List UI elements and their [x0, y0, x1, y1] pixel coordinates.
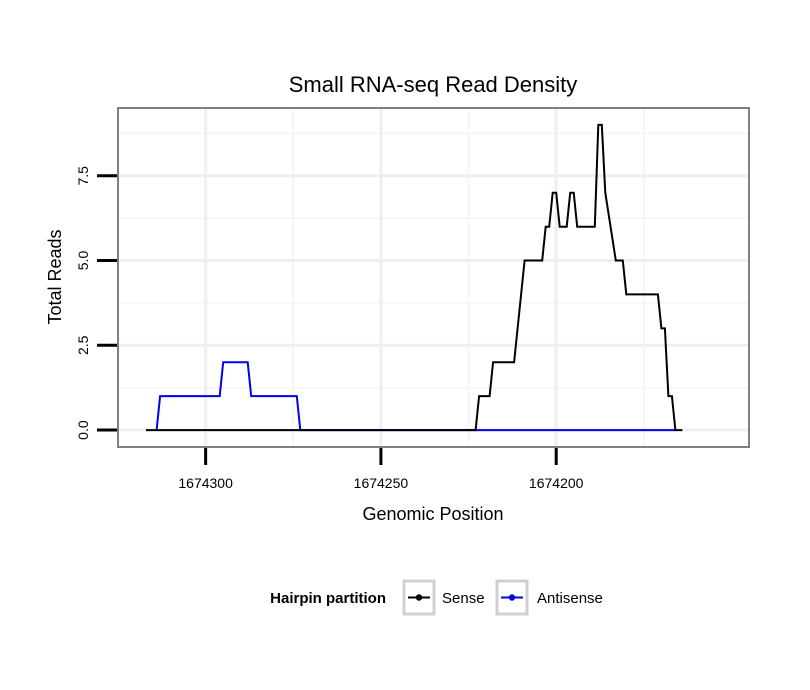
y-axis: 0.0 2.5 5.0 7.5 — [75, 166, 117, 440]
y-tick-label-2: 5.0 — [75, 251, 91, 271]
y-tick-label-3: 7.5 — [75, 166, 91, 186]
legend-label-sense: Sense — [442, 590, 485, 607]
x-axis-label: Genomic Position — [362, 504, 503, 524]
y-axis-label: Total Reads — [45, 229, 65, 324]
plot-border — [117, 107, 750, 448]
x-axis: 1674300 1674250 1674200 — [178, 448, 584, 491]
legend-title: Hairpin partition — [270, 590, 386, 607]
y-tick-label-0: 0.0 — [75, 420, 91, 440]
x-tick-label-0: 1674300 — [178, 475, 233, 491]
chart-title: Small RNA-seq Read Density — [289, 72, 578, 97]
series-line-antisense — [155, 361, 676, 432]
series-lines — [146, 123, 683, 432]
legend-label-antisense: Antisense — [537, 590, 603, 607]
gridlines — [117, 108, 749, 447]
y-tick-label-1: 2.5 — [75, 335, 91, 355]
legend-key-sense-dot — [415, 594, 423, 601]
x-tick-label-2: 1674200 — [529, 475, 584, 491]
x-tick-label-1: 1674250 — [354, 475, 409, 491]
legend: Hairpin partition Sense Antisense — [270, 579, 603, 616]
series-line-sense — [146, 123, 683, 432]
legend-key-antisense-dot — [508, 594, 516, 601]
